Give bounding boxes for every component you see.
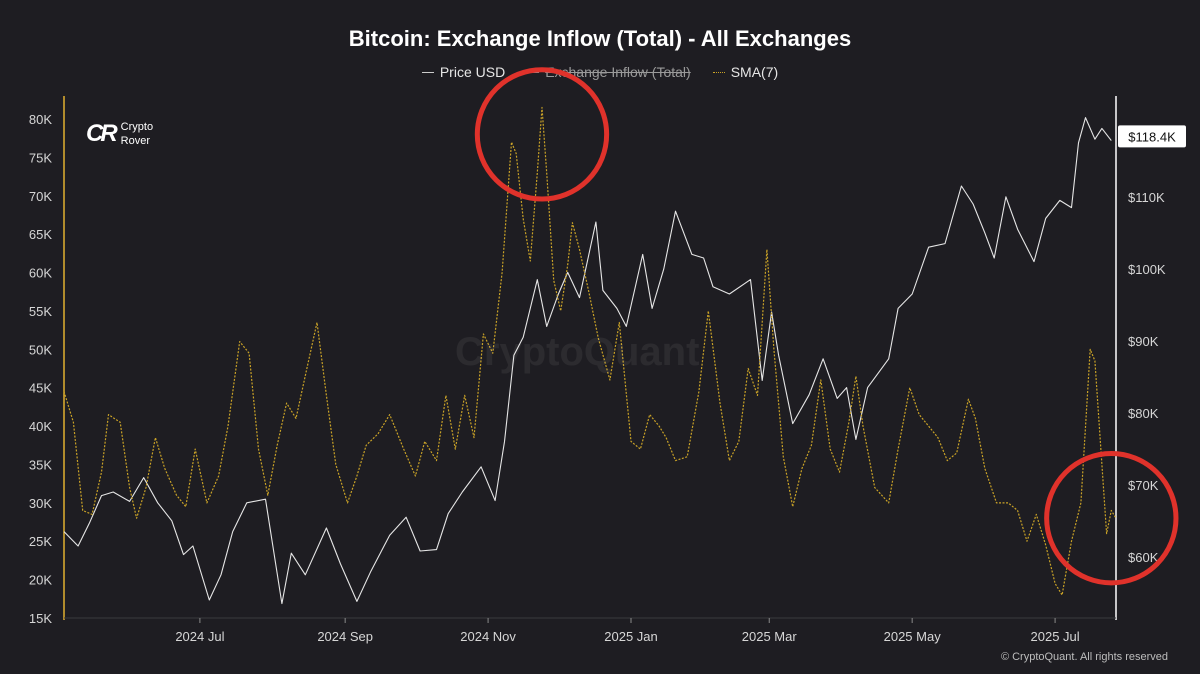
y-right-tick-label: $80K — [1128, 406, 1159, 421]
y-right-tick-label: $90K — [1128, 334, 1159, 349]
chart-title: Bitcoin: Exchange Inflow (Total) - All E… — [348, 26, 852, 51]
legend-item-price[interactable]: Price USD — [421, 64, 506, 80]
annotation-circle-1 — [474, 67, 610, 202]
y-left-tick-label: 60K — [29, 266, 52, 281]
logo-line2: Rover — [120, 135, 151, 147]
y-left-tick-label: 75K — [29, 150, 52, 165]
watermark: CryptoQuant — [455, 330, 700, 374]
logo-text: Crypto Rover — [121, 120, 153, 148]
y-left-tick-label: 65K — [29, 227, 52, 242]
legend-swatch-sma — [712, 71, 725, 73]
y-left-tick-label: 35K — [29, 457, 52, 472]
series-line-sma7 — [63, 106, 1117, 596]
legend-label-price: Price USD — [439, 64, 506, 80]
y-left-tick-label: 40K — [29, 419, 52, 434]
x-tick-label: 2025 May — [884, 629, 942, 644]
last-price-tag: $118.4K — [1118, 125, 1186, 148]
copyright: © CryptoQuant. All rights reserved — [1000, 651, 1168, 663]
last-price-tag-label: $118.4K — [1128, 129, 1176, 144]
last-price-tag-box — [1118, 125, 1186, 148]
y-left-tick-label: 25K — [29, 534, 52, 549]
y-left-tick-label: 55K — [29, 304, 52, 319]
y-left-tick-label: 45K — [29, 381, 52, 396]
x-tick-label: 2024 Jul — [175, 629, 224, 644]
series-line-price-usd — [63, 117, 1112, 605]
y-right-tick-label: $70K — [1128, 478, 1159, 493]
legend-label-exchange-inflow: Exchange Inflow (Total) — [545, 64, 691, 80]
x-tick-label: 2025 Jul — [1031, 629, 1080, 644]
x-tick-label: 2024 Sep — [317, 629, 373, 644]
legend-label-sma: SMA(7) — [730, 64, 779, 80]
x-tick-label: 2024 Nov — [460, 629, 516, 644]
y-right-tick-label: $100K — [1128, 262, 1166, 277]
logo-line1: Crypto — [120, 121, 154, 133]
logo-mark-icon: CR — [86, 120, 118, 147]
legend-item-sma[interactable]: SMA(7) — [712, 64, 779, 80]
y-left-tick-label: 50K — [29, 342, 52, 357]
y-right-tick-label: $110K — [1128, 190, 1165, 205]
y-left-tick-label: 70K — [29, 189, 52, 204]
x-tick-label: 2025 Jan — [604, 629, 658, 644]
brand-logo: CR Crypto Rover — [86, 120, 153, 148]
y-right-tick-label: $60K — [1128, 550, 1159, 565]
y-left-tick-label: 30K — [29, 496, 52, 511]
y-left-tick-label: 80K — [29, 112, 52, 127]
legend-swatch-price — [421, 71, 434, 73]
y-left-tick-label: 15K — [29, 611, 52, 626]
annotation-circle-2 — [1044, 451, 1179, 586]
y-left-tick-label: 20K — [29, 573, 52, 588]
x-tick-label: 2025 Mar — [742, 629, 798, 644]
